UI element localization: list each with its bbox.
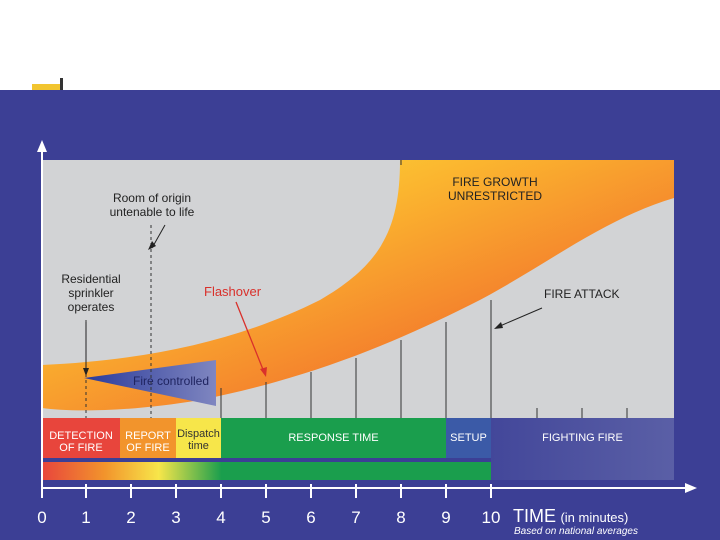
tick-label-2: 2 <box>126 508 136 527</box>
dispatch-line1: Dispatch <box>177 428 220 440</box>
annotation-arrows <box>83 224 543 377</box>
tick-label-9: 9 <box>441 508 451 527</box>
fire-growth-label: FIRE GROWTH UNRESTRICTED <box>430 175 560 203</box>
x-axis-ticks <box>41 484 492 498</box>
sprinkler-label: Residential sprinkler operates <box>46 272 136 314</box>
timeline-gradient-band <box>42 462 491 480</box>
fire-controlled-label: Fire controlled <box>133 374 210 388</box>
phase-fighting <box>491 418 674 480</box>
fire-growth-curve <box>42 160 674 411</box>
tick-label-1: 1 <box>81 508 91 527</box>
tick-label-7: 7 <box>351 508 361 527</box>
dispatch-line2: time <box>188 440 209 452</box>
x-axis-arrowhead <box>685 483 697 493</box>
tick-label-0: 0 <box>37 508 47 527</box>
tick-label-3: 3 <box>171 508 181 527</box>
tick-label-4: 4 <box>216 508 226 527</box>
report-line2: OF FIRE <box>126 442 170 454</box>
fire-growth-line1: FIRE GROWTH <box>452 175 538 189</box>
fighting-label: FIGHTING FIRE <box>542 432 623 444</box>
sprinkler-line2: sprinkler <box>68 286 114 300</box>
time-unit-label: (in minutes) <box>560 510 629 525</box>
sprinkler-line1: Residential <box>61 272 121 286</box>
fire-controlled-wedge <box>84 360 216 406</box>
detection-line1: DETECTION <box>49 430 113 442</box>
tick-label-10: 10 <box>481 508 501 527</box>
dispatch-label: Dispatch time <box>176 428 221 452</box>
fire-attack-label: FIRE ATTACK <box>544 287 620 301</box>
phase-detection <box>42 418 120 458</box>
tick-label-6: 6 <box>306 508 316 527</box>
phase-report <box>120 418 176 458</box>
sprinkler-line3: operates <box>67 300 115 314</box>
header-area <box>0 0 720 90</box>
phase-dispatch <box>176 418 221 458</box>
room-of-origin-line1: Room of origin <box>112 191 192 205</box>
report-label: REPORT OF FIRE <box>120 430 176 454</box>
response-label: RESPONSE TIME <box>288 432 379 444</box>
flashover-label: Flashover <box>204 284 262 299</box>
time-axis-title: TIME (in minutes) <box>513 506 628 527</box>
phase-setup <box>446 418 491 458</box>
y-axis-arrowhead <box>37 140 47 152</box>
time-label: TIME <box>513 506 556 526</box>
tick-label-8: 8 <box>396 508 406 527</box>
room-of-origin-line2: untenable to life <box>109 205 195 219</box>
tick-label-5: 5 <box>261 508 271 527</box>
room-of-origin-label: Room of origin untenable to life <box>92 191 212 219</box>
report-line1: REPORT <box>125 430 171 442</box>
phase-response <box>221 418 446 458</box>
detection-line2: OF FIRE <box>59 442 103 454</box>
setup-label: SETUP <box>450 432 487 444</box>
accent-bar <box>32 84 62 90</box>
fire-growth-line2: UNRESTRICTED <box>447 189 542 203</box>
detection-label: DETECTION OF FIRE <box>42 430 120 454</box>
footnote: Based on national averages <box>514 526 638 537</box>
accent-mark <box>60 78 63 90</box>
